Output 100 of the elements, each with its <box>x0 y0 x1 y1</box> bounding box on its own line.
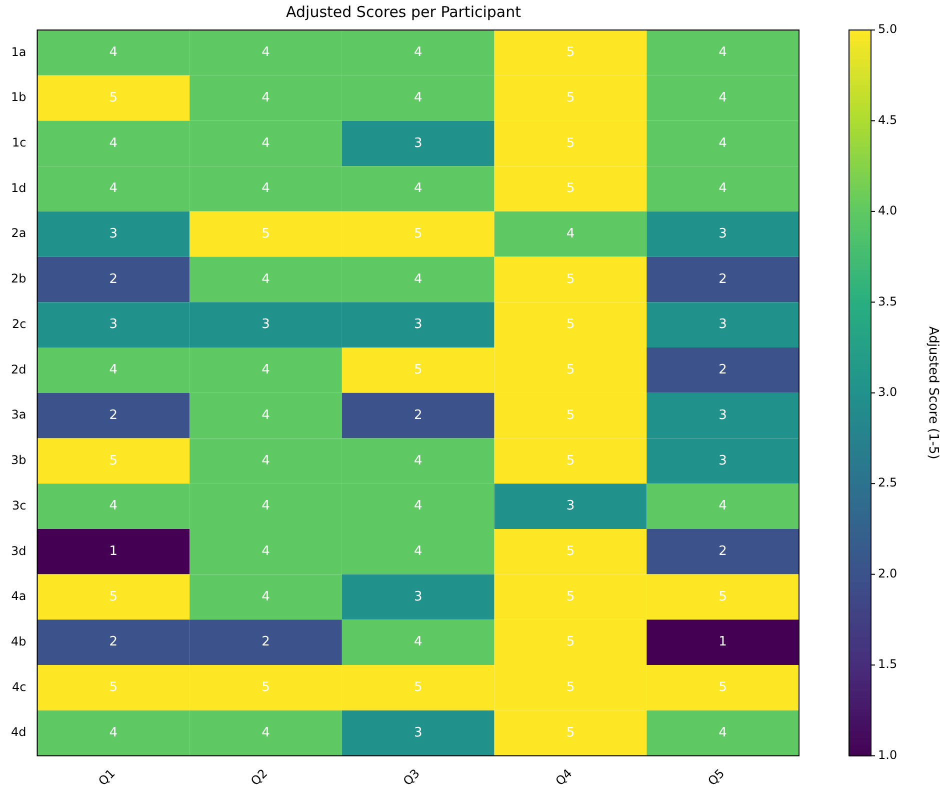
data-label: 2 <box>718 272 727 287</box>
data-label: 3 <box>414 725 422 740</box>
data-label: 4 <box>414 45 422 60</box>
data-label: 3 <box>414 317 422 332</box>
data-label: 5 <box>414 226 422 242</box>
color-bar-label: 2.0 <box>878 566 898 580</box>
data-label: 5 <box>566 181 575 196</box>
data-label: 4 <box>262 272 270 287</box>
y-tick-label: 3b <box>10 453 26 468</box>
data-label: 4 <box>109 362 118 378</box>
data-label: 5 <box>566 90 575 106</box>
x-tick-label: Q3 <box>400 766 422 788</box>
data-label: 2 <box>718 362 727 378</box>
data-label: 1 <box>718 634 727 650</box>
y-tick-label: 1a <box>11 44 26 59</box>
data-label: 3 <box>262 317 270 332</box>
data-label: 2 <box>718 544 727 559</box>
data-label: 4 <box>718 498 727 514</box>
data-label: 4 <box>109 725 118 740</box>
data-label: 4 <box>262 408 270 423</box>
data-label: 4 <box>414 181 422 196</box>
data-label: 5 <box>109 453 118 468</box>
data-label: 4 <box>414 544 422 559</box>
data-label: 3 <box>109 226 118 242</box>
data-label: 5 <box>262 226 270 242</box>
data-label: 4 <box>414 634 422 650</box>
color-bar-label: 1.0 <box>878 748 898 762</box>
data-label: 5 <box>566 680 575 696</box>
data-label: 3 <box>718 226 727 242</box>
x-tick-label: Q2 <box>248 766 270 788</box>
color-bar-label: 4.0 <box>878 204 898 218</box>
data-label: 5 <box>566 317 575 332</box>
color-bar-title: Adjusted Score (1-5) <box>926 326 941 460</box>
data-label: 4 <box>566 226 575 242</box>
data-label: 5 <box>566 544 575 559</box>
data-label: 4 <box>262 453 270 468</box>
data-label: 4 <box>109 181 118 196</box>
data-label: 4 <box>718 45 727 60</box>
y-tick-label: 4c <box>12 680 26 694</box>
data-label: 4 <box>414 453 422 468</box>
x-tick-label: Q5 <box>705 766 728 788</box>
y-tick-label: 2b <box>10 272 26 286</box>
data-label: 2 <box>109 272 118 287</box>
data-label: 4 <box>718 725 727 740</box>
data-label: 4 <box>262 90 270 106</box>
data-label: 5 <box>566 136 575 151</box>
data-label: 5 <box>109 589 118 604</box>
data-label: 3 <box>414 136 422 151</box>
data-label: 5 <box>566 45 575 60</box>
data-label: 5 <box>414 362 422 378</box>
data-label: 2 <box>109 634 118 650</box>
data-label: 4 <box>109 45 118 60</box>
data-label: 3 <box>109 317 118 332</box>
data-label: 4 <box>262 45 270 60</box>
data-label: 4 <box>109 498 118 514</box>
y-tick-label: 2d <box>10 362 26 376</box>
color-bar-label: 3.5 <box>878 294 898 308</box>
data-label: 4 <box>414 90 422 106</box>
y-tick-label: 1d <box>10 180 26 195</box>
data-label: 4 <box>262 362 270 378</box>
data-label: 3 <box>718 408 727 423</box>
y-tick-label: 4a <box>11 589 26 604</box>
data-label: 5 <box>566 408 575 423</box>
color-bar-label: 1.5 <box>878 657 898 672</box>
data-label: 5 <box>109 680 118 696</box>
data-label: 4 <box>262 725 270 740</box>
data-label: 2 <box>262 634 270 650</box>
data-label: 3 <box>414 589 422 604</box>
data-label: 3 <box>718 453 727 468</box>
y-tick-label: 2a <box>11 226 26 240</box>
data-label: 4 <box>718 181 727 196</box>
data-label: 3 <box>718 317 727 332</box>
data-label: 4 <box>262 136 270 151</box>
y-tick-label: 2c <box>12 316 26 331</box>
chart-title: Adjusted Scores per Participant <box>286 2 522 21</box>
data-label: 5 <box>566 589 575 604</box>
y-tick-label: 3c <box>12 498 26 512</box>
data-label: 4 <box>109 136 118 151</box>
data-label: 5 <box>566 634 575 650</box>
data-label: 4 <box>262 589 270 604</box>
data-label: 5 <box>566 453 575 468</box>
data-label: 2 <box>109 408 118 423</box>
data-label: 5 <box>262 680 270 696</box>
y-tick-label: 3a <box>11 408 26 422</box>
data-label: 5 <box>718 589 727 604</box>
data-label: 5 <box>566 362 575 378</box>
data-label: 3 <box>566 498 575 514</box>
data-label: 4 <box>262 498 270 514</box>
color-bar-label: 5.0 <box>878 22 898 36</box>
data-label: 5 <box>566 725 575 740</box>
x-tick-label: Q4 <box>552 766 575 788</box>
data-label: 5 <box>566 272 575 287</box>
data-label: 4 <box>414 498 422 514</box>
data-label: 5 <box>414 680 422 696</box>
data-label: 4 <box>262 544 270 559</box>
color-bar-label: 2.5 <box>878 476 898 490</box>
data-label: 2 <box>414 408 422 423</box>
x-tick-label: Q1 <box>96 766 118 788</box>
data-label: 1 <box>109 544 118 559</box>
y-tick-label: 4b <box>10 634 26 648</box>
